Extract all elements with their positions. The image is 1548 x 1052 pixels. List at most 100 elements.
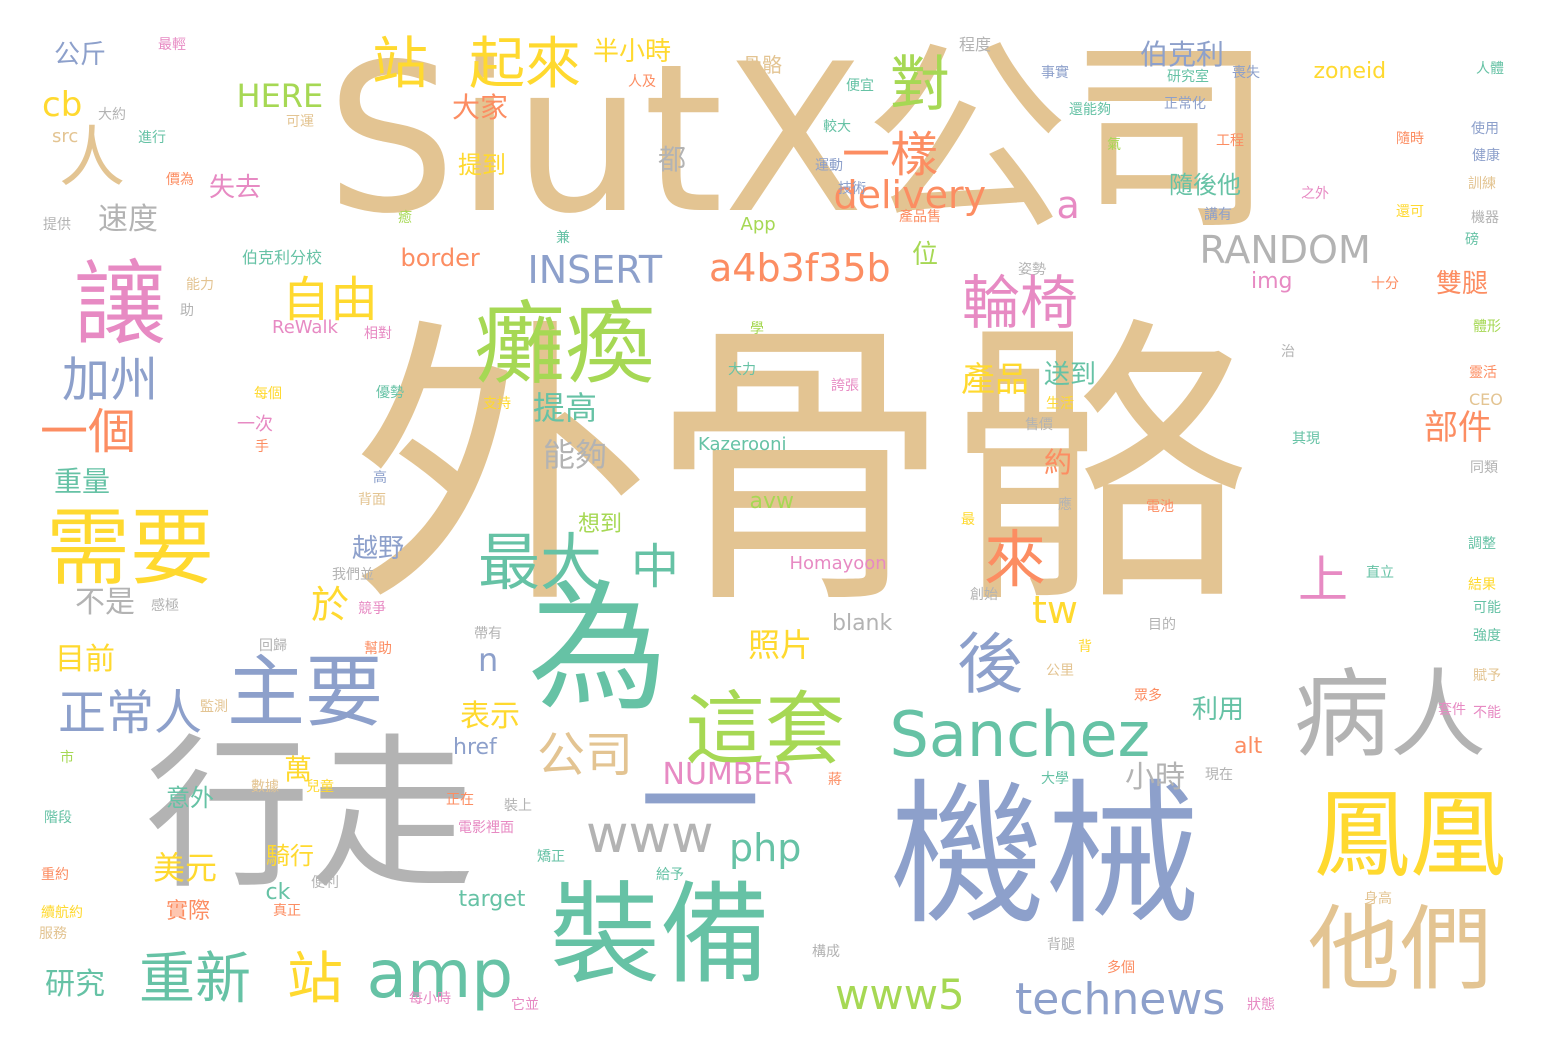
word: 輪椅 [962, 269, 1079, 337]
word: 為 [528, 568, 669, 731]
word: INSERT [527, 248, 663, 292]
word: 提到 [458, 151, 506, 179]
word: 運動 [815, 158, 843, 174]
word: a4b3f35b [709, 246, 891, 290]
word: 都 [658, 143, 687, 176]
word: 價為 [166, 172, 194, 188]
word: 調整 [1468, 536, 1496, 552]
word: 可能 [1473, 600, 1501, 616]
word: 正在 [446, 792, 474, 808]
word: 癱瘓 [475, 292, 655, 397]
word: 誇張 [831, 378, 859, 394]
word: 強度 [1473, 628, 1501, 644]
word: 優勢 [376, 385, 404, 401]
word: 裝上 [504, 798, 532, 814]
word: 大家 [452, 91, 509, 124]
word: 背面 [358, 492, 386, 508]
word: 助 [180, 303, 194, 319]
word: 創始 [970, 587, 998, 603]
word: RANDOM [1199, 228, 1371, 272]
word: 應 [1058, 497, 1072, 513]
word: 治 [1281, 344, 1295, 360]
word: HERE [236, 77, 324, 115]
word: 機械 [890, 764, 1200, 946]
word: 能力 [186, 277, 214, 293]
word: 骨骼 [742, 53, 782, 77]
word: 目前 [55, 642, 115, 677]
word: 不是 [75, 585, 135, 620]
word: 背腿 [1047, 937, 1075, 953]
word: 講有 [1204, 207, 1232, 223]
word: 大約 [98, 107, 126, 123]
word: 電池 [1146, 499, 1174, 515]
word: 市 [60, 750, 74, 766]
word: 便利 [311, 875, 339, 891]
word: 上 [1298, 551, 1348, 609]
word: 目的 [1148, 617, 1176, 633]
word: 大學 [1041, 771, 1069, 787]
word: 喪失 [1232, 65, 1260, 81]
word: 數據 [251, 779, 279, 795]
word: 正常人 [58, 685, 203, 741]
word: 還能夠 [1069, 102, 1111, 118]
word: 每小時 [409, 991, 451, 1007]
word: 行走 [145, 718, 475, 911]
word: 美元 [153, 849, 218, 887]
word: avw [749, 489, 795, 514]
word: 鳳凰 [1314, 779, 1506, 891]
word: 人 [59, 119, 125, 196]
word: 速度 [98, 202, 158, 237]
word: 我們並 [332, 567, 374, 583]
word: 人及 [628, 74, 656, 90]
word: 大力 [728, 362, 756, 378]
word: 於 [311, 583, 350, 627]
word: 服務 [39, 926, 67, 942]
word: alt [1234, 734, 1263, 759]
word: Homayoon [789, 553, 887, 574]
word: 病人 [1294, 659, 1486, 771]
word: 照片 [748, 626, 813, 664]
word: 站 [372, 32, 428, 97]
word: 想到 [578, 512, 623, 537]
word: amp [366, 936, 514, 1013]
word: 手 [255, 439, 269, 455]
word: 約 [1044, 446, 1073, 479]
word: 蔣 [828, 772, 842, 788]
word: 磅 [1465, 232, 1479, 248]
word: 產品售 [899, 209, 941, 225]
word: 一 [640, 735, 760, 874]
word: 可運 [286, 114, 314, 130]
word: 氣 [1107, 137, 1121, 153]
word: 小時 [1125, 760, 1185, 795]
word: 每個 [254, 386, 282, 402]
word: 生活 [1046, 396, 1074, 412]
word: 背 [1078, 639, 1092, 655]
word: 一樣 [842, 127, 939, 183]
word: 續航約 [41, 905, 83, 921]
word: 這套 [685, 683, 845, 776]
word: 兼 [556, 230, 570, 246]
word: 一個 [40, 404, 137, 460]
word: 正常化 [1164, 96, 1206, 112]
word: 最大 [478, 526, 603, 599]
word: Kazerooni [698, 434, 787, 455]
word: 自由 [282, 272, 379, 328]
word: src [52, 126, 79, 147]
word: 一次 [237, 414, 273, 435]
word: 兒童 [306, 779, 334, 795]
word: 構成 [812, 944, 840, 960]
word: technews [1015, 974, 1226, 1025]
word: 結果 [1468, 577, 1496, 593]
word: 隨後他 [1169, 171, 1241, 199]
word: 體形 [1473, 319, 1501, 335]
word: 進行 [138, 130, 166, 146]
word: ReWalk [272, 317, 338, 338]
word: 真正 [273, 903, 301, 919]
word: 最 [961, 512, 975, 528]
word: 能夠 [543, 436, 608, 474]
word: 之外 [1301, 186, 1329, 202]
word: 站 [287, 947, 343, 1012]
word: 最輕 [158, 37, 186, 53]
word: ck [265, 880, 291, 905]
